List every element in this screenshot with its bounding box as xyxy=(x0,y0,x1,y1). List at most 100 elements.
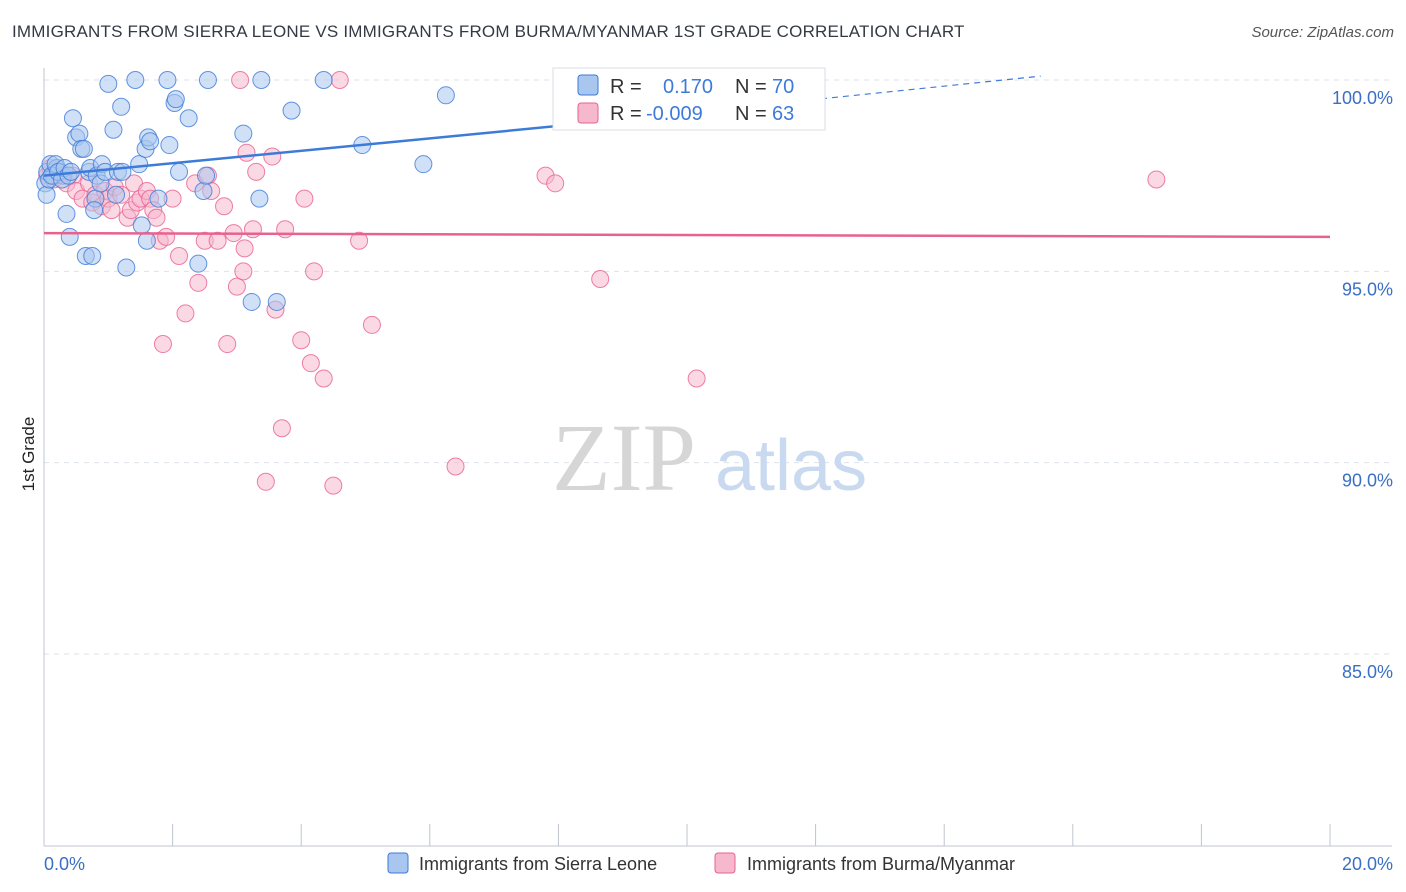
sierra-leone-point xyxy=(112,97,131,116)
burma-point xyxy=(147,208,166,227)
burma-point xyxy=(324,476,343,495)
burma-point xyxy=(305,262,324,281)
sierra-leone-point xyxy=(141,132,160,151)
sierra-leone-point xyxy=(166,90,185,109)
burma-point xyxy=(218,335,237,354)
sierra-leone-point xyxy=(282,101,301,120)
legend-n-label-1: N = xyxy=(735,76,767,98)
burma-point xyxy=(215,197,234,216)
sierra-leone-point xyxy=(242,292,261,311)
sierra-leone-point xyxy=(267,292,286,311)
y-tick-label: 85.0% xyxy=(1342,662,1393,682)
sierra-leone-point xyxy=(189,254,208,273)
legend-bottom: Immigrants from Sierra Leone Immigrants … xyxy=(387,852,1015,874)
sierra-leone-point xyxy=(197,166,216,185)
y-tick-label: 95.0% xyxy=(1342,279,1393,299)
burma-point xyxy=(276,220,295,239)
burma-point xyxy=(237,143,256,162)
sierra-leone-point xyxy=(170,162,189,181)
chart-title: IMMIGRANTS FROM SIERRA LEONE VS IMMIGRAN… xyxy=(12,22,965,41)
x-tick-label: 20.0% xyxy=(1342,854,1393,874)
sierra-leone-point xyxy=(107,185,126,204)
sierra-leone-point xyxy=(113,162,132,181)
burma-point xyxy=(227,277,246,296)
burma-point xyxy=(234,262,253,281)
burma-point xyxy=(591,269,610,288)
burma-point xyxy=(292,331,311,350)
sierra-leone-point xyxy=(63,109,82,128)
sierra-leone-point xyxy=(130,155,149,174)
burma-point xyxy=(176,304,195,323)
legend-bottom-label-1: Immigrants from Sierra Leone xyxy=(419,854,657,874)
sierra-leone-point xyxy=(179,109,198,128)
sierra-leone-point xyxy=(149,189,168,208)
y-tick-labels: 85.0% 90.0% 95.0% 100.0% xyxy=(1332,88,1393,682)
sierra-leone-point xyxy=(83,247,102,266)
sierra-leone-point xyxy=(99,74,118,93)
y-axis-label: 1st Grade xyxy=(19,417,38,492)
burma-point xyxy=(314,369,333,388)
burma-point xyxy=(102,201,121,220)
legend-bottom-label-2: Immigrants from Burma/Myanmar xyxy=(747,854,1015,874)
burma-point xyxy=(546,174,565,193)
x-tick-labels: 0.0% 20.0% xyxy=(44,854,1393,874)
sierra-leone-point xyxy=(252,71,271,89)
sierra-leone-point xyxy=(74,139,93,158)
burma-point xyxy=(153,335,172,354)
legend-r-label-2: R = xyxy=(610,103,642,125)
legend-n-label-2: N = xyxy=(735,103,767,125)
sierra-leone-point xyxy=(60,227,79,246)
y-tick-label: 100.0% xyxy=(1332,88,1393,108)
watermark: ZIP atlas xyxy=(552,404,867,511)
burma-point xyxy=(157,227,176,246)
watermark-atlas: atlas xyxy=(715,426,867,506)
burma-point xyxy=(247,162,266,181)
burma-point xyxy=(301,354,320,373)
burma-point xyxy=(231,71,250,89)
sierra-leone-point xyxy=(314,71,333,89)
burma-point xyxy=(295,189,314,208)
legend-n-value-1: 70 xyxy=(772,76,794,98)
legend-n-value-2: 63 xyxy=(772,103,794,125)
burma-point xyxy=(350,231,369,250)
sierra-leone-point xyxy=(126,71,145,89)
burma-point xyxy=(235,239,254,258)
burma-point xyxy=(256,472,275,491)
sierra-leone-point xyxy=(37,185,56,204)
sierra-leone-point xyxy=(85,201,104,220)
sierra-leone-point xyxy=(414,155,433,174)
y-tick-label: 90.0% xyxy=(1342,471,1393,491)
burma-point xyxy=(189,273,208,292)
sierra-leone-point xyxy=(160,136,179,155)
burma-point xyxy=(208,231,227,250)
sierra-leone-point xyxy=(194,181,213,200)
burma-point xyxy=(362,315,381,334)
legend-r-value-1: 0.170 xyxy=(663,76,713,98)
burma-point xyxy=(687,369,706,388)
grid-lines xyxy=(44,79,1392,655)
burma-point xyxy=(170,247,189,266)
burma-point xyxy=(243,220,262,239)
sierra-leone-point xyxy=(104,120,123,139)
legend-r-label-1: R = xyxy=(610,76,642,98)
source-label: Source: ZipAtlas.com xyxy=(1251,24,1394,41)
burma-point xyxy=(263,147,282,166)
legend-top: R = 0.170 N = 70 R = -0.009 N = 63 xyxy=(552,67,826,131)
sierra-leone-point xyxy=(132,216,151,235)
burma-point xyxy=(1147,170,1166,189)
sierra-leone-point xyxy=(137,231,156,250)
watermark-zip: ZIP xyxy=(552,404,696,511)
burma-point xyxy=(272,419,291,438)
sierra-leone-point xyxy=(70,124,89,143)
sierra-leone-point xyxy=(117,258,136,277)
sierra-leone-point xyxy=(57,204,76,223)
legend-bottom-swatch-blue xyxy=(387,852,409,874)
sierra-leone-point xyxy=(158,71,177,89)
legend-bottom-swatch-pink xyxy=(714,852,736,874)
legend-swatch-blue xyxy=(577,74,599,96)
sierra-leone-point xyxy=(436,86,455,105)
burma-point xyxy=(446,457,465,476)
sierra-leone-point xyxy=(250,189,269,208)
sierra-leone-trend-line xyxy=(43,124,559,177)
